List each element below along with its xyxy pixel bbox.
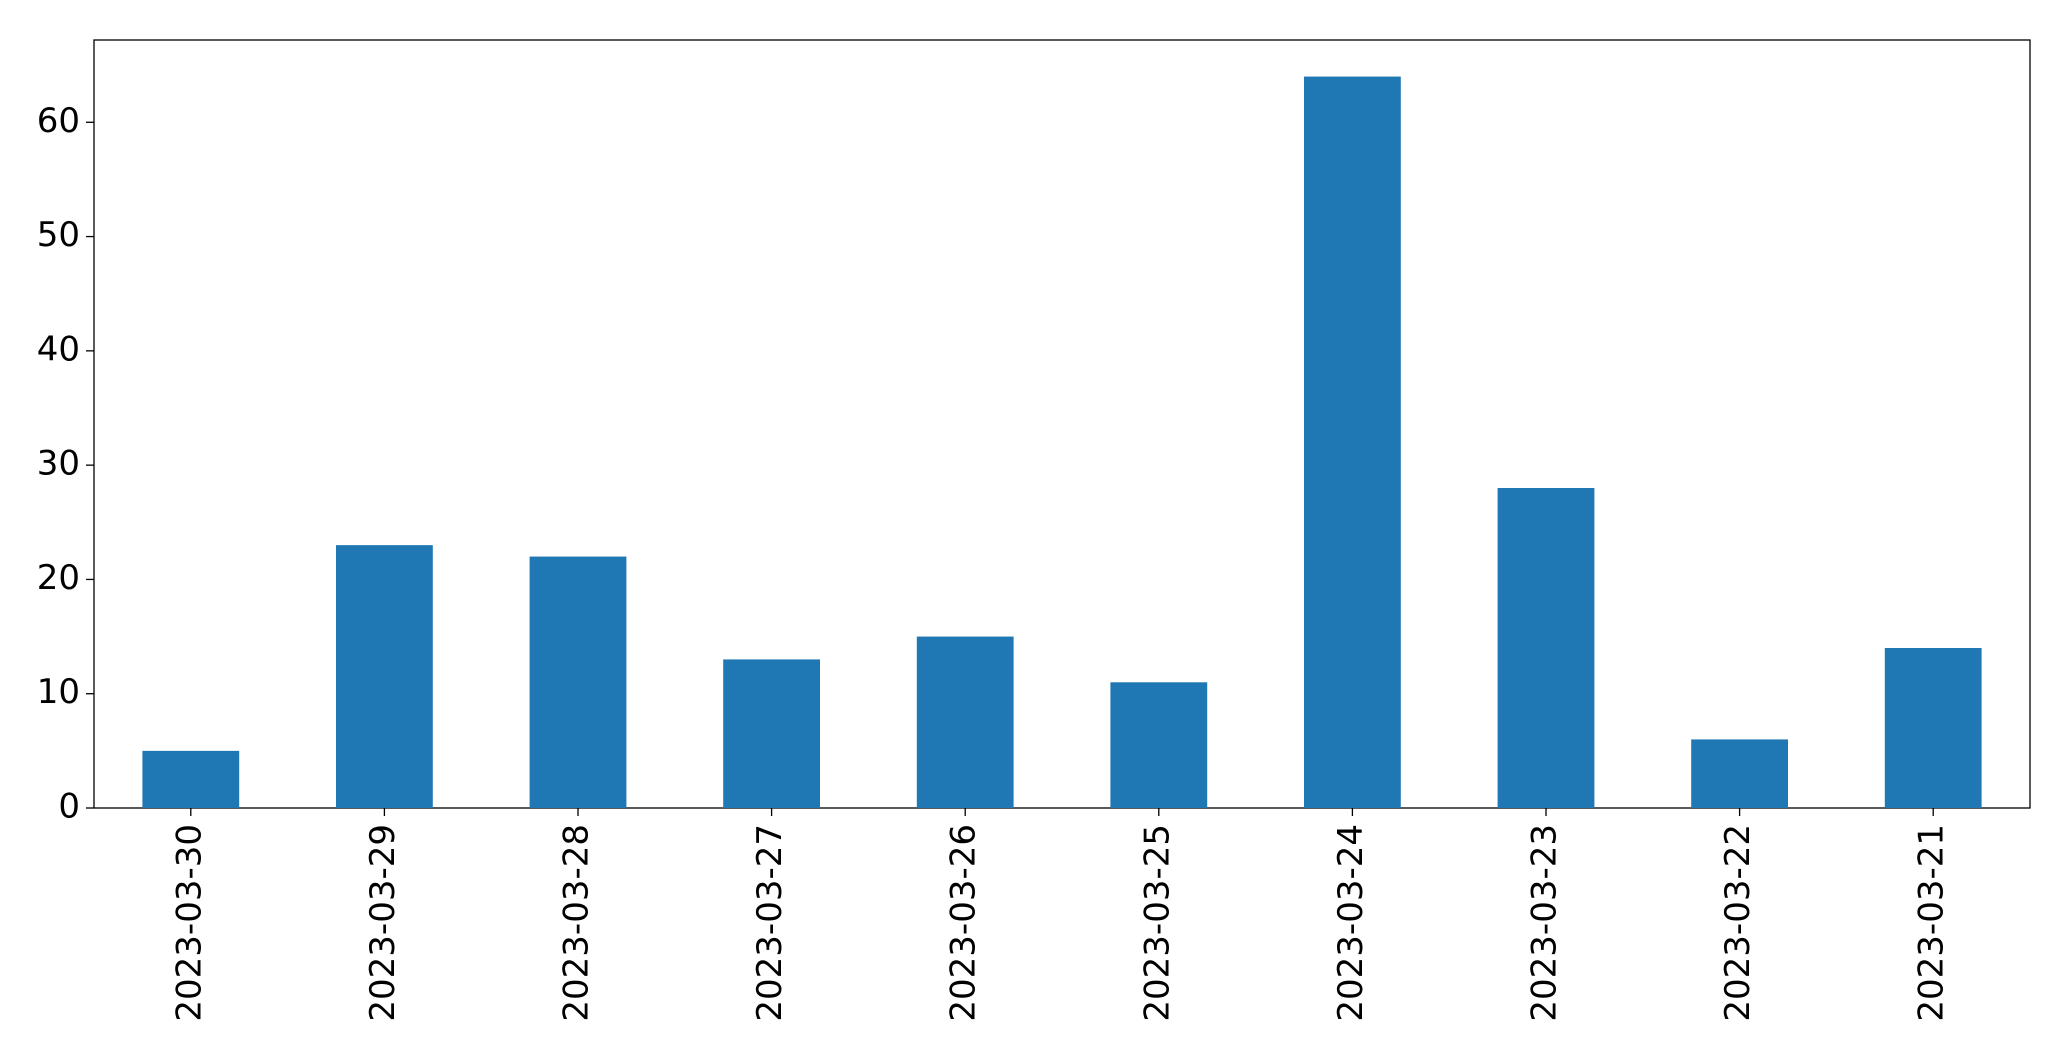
x-tick-label: 2023-03-28 — [557, 824, 597, 1022]
x-tick-label: 2023-03-26 — [944, 824, 984, 1022]
bar — [336, 545, 433, 808]
plot-frame — [93, 39, 2031, 809]
bar — [529, 556, 627, 808]
y-tick-label: 30 — [37, 444, 80, 484]
bar — [1497, 488, 1595, 808]
y-tick-label: 0 — [58, 787, 80, 827]
bar — [1691, 739, 1788, 808]
y-tick-label: 50 — [37, 215, 80, 255]
x-tick-label: 2023-03-29 — [363, 824, 403, 1022]
x-tick-label: 2023-03-23 — [1525, 824, 1565, 1022]
y-tick-label: 20 — [37, 558, 80, 598]
x-tick-label: 2023-03-30 — [169, 824, 209, 1022]
y-tick-label: 10 — [37, 672, 80, 712]
x-tick-label: 2023-03-27 — [750, 824, 790, 1022]
x-tick-label: 2023-03-21 — [1912, 824, 1952, 1022]
y-tick-label: 60 — [37, 101, 80, 141]
x-tick-label: 2023-03-25 — [1137, 824, 1177, 1022]
x-tick-label: 2023-03-24 — [1331, 824, 1371, 1022]
bar — [916, 636, 1014, 808]
y-tick-label: 40 — [37, 329, 80, 369]
x-tick-label: 2023-03-22 — [1718, 824, 1758, 1022]
bar — [1110, 682, 1208, 808]
bar — [1304, 76, 1401, 809]
bar — [1884, 648, 1982, 808]
bar — [142, 750, 240, 808]
bar — [723, 659, 820, 808]
